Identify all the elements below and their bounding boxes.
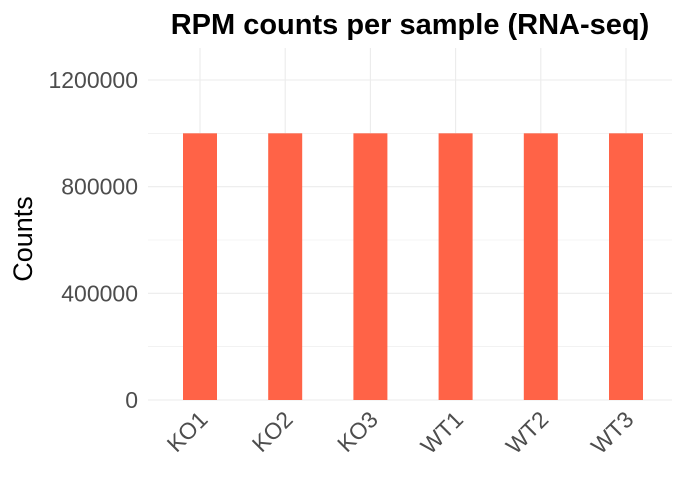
y-tick-label-2: 800000 xyxy=(61,174,138,200)
bar-wt2 xyxy=(523,133,558,401)
bar-ko3 xyxy=(353,133,388,401)
y-tick-label-3: 1200000 xyxy=(48,67,138,93)
y-tick-label-0: 0 xyxy=(125,387,138,413)
bars xyxy=(183,133,643,401)
y-axis-label: Counts xyxy=(8,196,38,282)
bar-wt3 xyxy=(609,133,643,401)
x-tick-label-ko2: KO2 xyxy=(247,406,298,457)
x-axis-ticks: KO1 KO2 KO3 WT1 WT2 WT3 xyxy=(162,406,639,459)
x-tick-label-ko1: KO1 xyxy=(162,406,213,457)
bar-wt1 xyxy=(438,133,473,401)
y-tick-label-1: 400000 xyxy=(61,280,138,306)
grid-lines xyxy=(148,48,672,401)
x-tick-label-wt3: WT3 xyxy=(586,406,639,459)
bar-ko1 xyxy=(183,133,217,401)
y-axis-ticks: 0 400000 800000 1200000 xyxy=(48,67,138,413)
x-tick-label-wt2: WT2 xyxy=(501,406,554,459)
chart-title: RPM counts per sample (RNA-seq) xyxy=(171,9,650,41)
bar-ko2 xyxy=(268,133,303,401)
x-tick-label-ko3: KO3 xyxy=(332,406,383,457)
x-tick-label-wt1: WT1 xyxy=(415,406,468,459)
